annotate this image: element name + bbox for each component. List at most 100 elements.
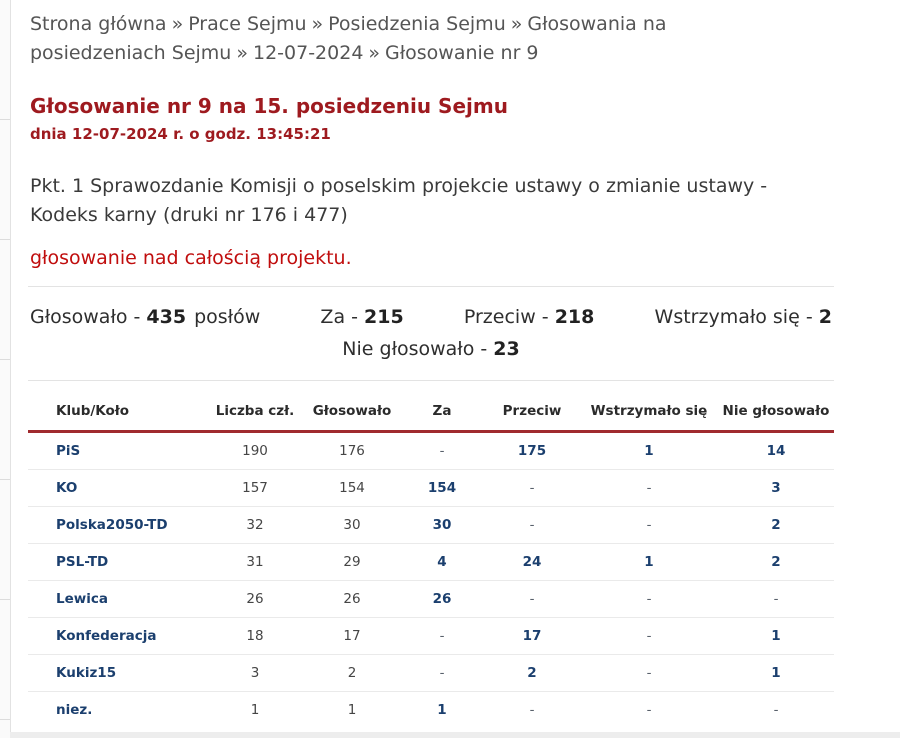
members-count: 190 [242,443,268,459]
voted-count: 30 [343,517,361,533]
summary-label: Nie głosowało - [342,338,488,360]
for-count: 30 [432,517,452,533]
voted-count: 2 [347,665,357,681]
summary-suffix: posłów [194,306,261,328]
table-row: Konfederacja 18 17 - 17 - 1 [28,618,834,655]
club-link[interactable]: Lewica [56,591,108,607]
vote-summary: Głosowało - 435 posłów Za - 215 Przeciw -… [28,304,834,363]
summary-value: 215 [364,306,404,328]
summary-value: 2 [818,306,832,328]
club-link[interactable]: Polska2050-TD [56,517,168,533]
abstained-count: - [646,628,652,644]
for-count: - [439,665,445,681]
club-link[interactable]: PiS [56,443,81,459]
not-voting-count: - [773,591,779,607]
column-header-against: Przeciw [484,394,580,433]
table-row: PiS 190 176 - 175 1 14 [28,432,834,470]
against-count: 175 [517,443,547,459]
breadcrumb-link[interactable]: Prace Sejmu [188,13,307,35]
breadcrumb-link[interactable]: Głosowanie nr 9 [385,42,539,64]
voted-count: 26 [343,591,361,607]
table-row: Polska2050-TD 32 30 30 - - 2 [28,507,834,544]
summary-value: 218 [554,306,595,328]
table-row: Lewica 26 26 26 - - - [28,581,834,618]
summary-value: 23 [493,338,520,360]
breadcrumb-separator: » [171,13,184,35]
table-row: niez. 1 1 1 - - - [28,692,834,729]
for-count: 1 [437,702,447,718]
members-count: 26 [246,591,264,607]
table-row: PSL-TD 31 29 4 24 1 2 [28,544,834,581]
members-count: 31 [246,554,264,570]
summary-label: Głosowało - [30,306,141,328]
against-count: - [529,591,535,607]
page-title: Głosowanie nr 9 na 15. posiedzeniu Sejmu [30,94,508,118]
for-count: 4 [437,554,447,570]
page-left-edge [0,0,11,738]
breadcrumb-separator: » [311,13,324,35]
against-count: 17 [522,628,542,644]
against-count: 24 [522,554,542,570]
members-count: 18 [246,628,264,644]
results-table: Klub/Koło Liczba czł. Głosowało Za Przec… [28,394,834,728]
divider-bottom [28,380,834,381]
club-link[interactable]: Konfederacja [56,628,157,644]
breadcrumb-link[interactable]: Posiedzenia Sejmu [328,13,506,35]
column-header-members: Liczba czł. [206,394,304,433]
column-header-not-voting: Nie głosowało [718,394,834,433]
for-count: - [439,628,445,644]
agenda-item-text: Pkt. 1 Sprawozdanie Komisji o poselskim … [30,175,768,226]
not-voting-count: 1 [771,665,781,681]
club-link[interactable]: KO [56,480,78,496]
summary-label: Przeciw - [463,306,549,328]
column-header-abstained: Wstrzymało się [580,394,718,433]
breadcrumb-link[interactable]: Głosowania na posiedzeniach Sejmu [30,13,667,64]
against-count: 2 [527,665,537,681]
abstained-count: - [646,517,652,533]
against-count: - [529,480,535,496]
abstained-count: - [646,702,652,718]
voted-count: 176 [339,443,365,459]
column-header-voted: Głosowało [304,394,400,433]
abstained-count: - [646,480,652,496]
members-count: 32 [246,517,264,533]
voted-count: 154 [339,480,365,496]
club-link[interactable]: Kukiz15 [56,665,117,681]
summary-item-abstained: Wstrzymało się - 2 [655,304,832,331]
club-link[interactable]: niez. [56,702,93,718]
table-row: KO 157 154 154 - - 3 [28,470,834,507]
page-bottom-edge [10,732,900,738]
not-voting-count: 14 [766,443,786,459]
vote-summary-line1: Głosowało - 435 posłów Za - 215 Przeciw -… [28,304,834,331]
breadcrumb-link[interactable]: 12-07-2024 [252,42,364,64]
breadcrumb-separator: » [368,42,381,64]
for-count: 26 [432,591,452,607]
voted-count: 29 [343,554,361,570]
summary-item-not-voting: Nie głosowało - 23 [28,336,834,363]
members-count: 3 [250,665,260,681]
breadcrumb-separator: » [510,13,523,35]
against-count: - [529,702,535,718]
not-voting-count: 1 [771,628,781,644]
club-link[interactable]: PSL-TD [56,554,109,570]
not-voting-count: 3 [771,480,781,496]
summary-label: Wstrzymało się - [654,306,813,328]
breadcrumb-link[interactable]: Strona główna [30,13,167,35]
summary-item-total: Głosowało - 435 posłów [30,304,260,331]
divider-top [28,286,834,287]
summary-label: Za - [320,306,358,328]
vote-datetime: dnia 12-07-2024 r. o godz. 13:45:21 [30,125,331,143]
abstained-count: - [646,591,652,607]
not-voting-count: 2 [771,517,781,533]
vote-subject-text: głosowanie nad całością projektu. [30,247,352,269]
abstained-count: - [646,665,652,681]
breadcrumb: Strona główna» Prace Sejmu» Posiedzenia Se… [30,10,802,68]
members-count: 157 [242,480,268,496]
abstained-count: 1 [644,554,654,570]
for-count: - [439,443,445,459]
summary-item-against: Przeciw - 218 [464,304,594,331]
voted-count: 1 [347,702,357,718]
summary-value: 435 [146,306,187,328]
table-row: Kukiz15 3 2 - 2 - 1 [28,655,834,692]
against-count: - [529,517,535,533]
